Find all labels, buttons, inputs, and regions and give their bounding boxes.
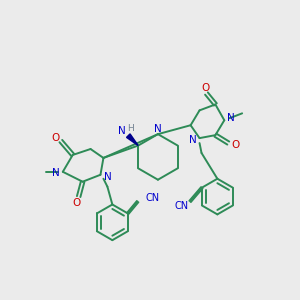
Text: O: O <box>52 133 60 143</box>
Text: O: O <box>73 197 81 208</box>
Polygon shape <box>127 134 138 146</box>
Text: O: O <box>231 140 239 150</box>
Text: N: N <box>227 113 235 123</box>
Text: CN: CN <box>174 202 188 212</box>
Text: H: H <box>127 124 134 133</box>
Text: N: N <box>118 126 126 136</box>
Text: N: N <box>189 135 196 145</box>
Text: CN: CN <box>146 193 160 202</box>
Text: N: N <box>52 168 60 178</box>
Text: O: O <box>201 82 210 93</box>
Text: N: N <box>154 124 162 134</box>
Text: N: N <box>103 172 111 182</box>
